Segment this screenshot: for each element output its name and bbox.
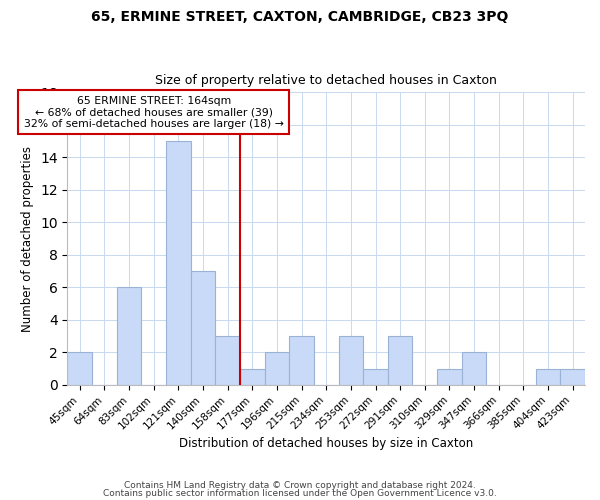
Bar [462,352,487,385]
Bar [289,336,314,385]
Bar [215,336,240,385]
Title: Size of property relative to detached houses in Caxton: Size of property relative to detached ho… [155,74,497,87]
Bar [240,368,265,385]
Bar [388,336,412,385]
Bar [265,352,289,385]
Bar [338,336,363,385]
Text: Contains public sector information licensed under the Open Government Licence v3: Contains public sector information licen… [103,488,497,498]
Bar [67,352,92,385]
Bar [560,368,585,385]
Text: Contains HM Land Registry data © Crown copyright and database right 2024.: Contains HM Land Registry data © Crown c… [124,481,476,490]
Y-axis label: Number of detached properties: Number of detached properties [22,146,34,332]
X-axis label: Distribution of detached houses by size in Caxton: Distribution of detached houses by size … [179,437,473,450]
Text: 65 ERMINE STREET: 164sqm
← 68% of detached houses are smaller (39)
32% of semi-d: 65 ERMINE STREET: 164sqm ← 68% of detach… [24,96,284,129]
Bar [166,141,191,385]
Bar [363,368,388,385]
Bar [536,368,560,385]
Bar [117,288,142,385]
Bar [437,368,462,385]
Text: 65, ERMINE STREET, CAXTON, CAMBRIDGE, CB23 3PQ: 65, ERMINE STREET, CAXTON, CAMBRIDGE, CB… [91,10,509,24]
Bar [191,271,215,385]
